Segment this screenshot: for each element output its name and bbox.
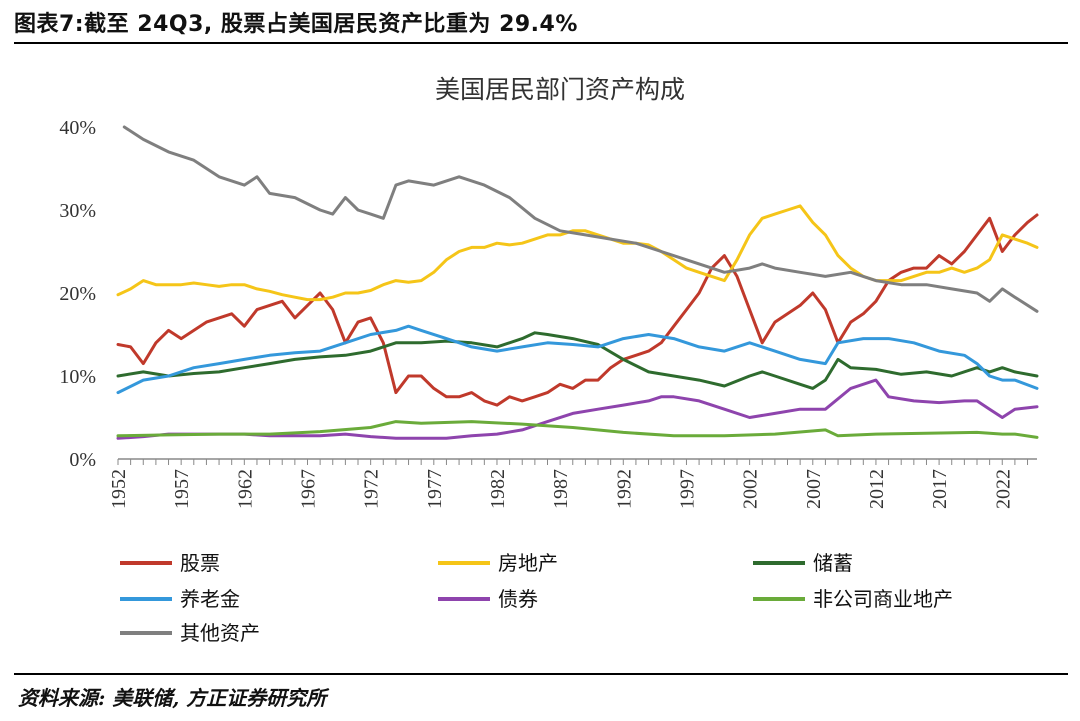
y-tick-label: 10%: [59, 366, 96, 388]
y-tick-label: 0%: [69, 449, 96, 471]
footer-divider: [14, 673, 1068, 675]
x-tick-label: 1977: [424, 469, 446, 509]
x-tick-label: 1952: [108, 469, 130, 509]
x-tick-label: 1982: [487, 469, 509, 509]
page-title: 图表7:截至 24Q3, 股票占美国居民资产比重为 29.4%: [14, 12, 578, 37]
y-tick-label: 20%: [59, 283, 96, 305]
y-tick-label: 30%: [59, 200, 96, 222]
x-tick-label: 1972: [361, 469, 383, 509]
legend-label-3: 储蓄: [813, 551, 853, 575]
x-tick-label: 1957: [171, 469, 193, 509]
series-line-7: [122, 125, 1039, 313]
x-tick-label: 2007: [803, 469, 825, 509]
x-tick-label: 2002: [740, 469, 762, 509]
y-axis: 0% 10% 20% 30% 40%: [59, 117, 96, 471]
source-note: 资料来源: 美联储, 方正证券研究所: [18, 686, 327, 710]
legend-label-2: 房地产: [498, 551, 558, 575]
series-line-4: [116, 324, 1039, 395]
series-line-5: [116, 378, 1039, 440]
series-layer: [116, 125, 1039, 440]
series-line-1: [116, 213, 1039, 407]
legend-label-6: 非公司商业地产: [813, 587, 953, 611]
series-line-6: [116, 420, 1039, 439]
x-tick-label: 1962: [234, 469, 256, 509]
x-tick-label: 2012: [866, 469, 888, 509]
legend-label-5: 债券: [498, 587, 538, 611]
x-tick-label: 1992: [613, 469, 635, 509]
x-tick-label: 1997: [676, 469, 698, 509]
legend-label-4: 养老金: [180, 587, 240, 611]
x-tick-label: 2022: [992, 469, 1014, 509]
header-divider: [14, 42, 1068, 44]
legend-label-1: 股票: [180, 551, 220, 575]
x-tick-label: 1967: [297, 469, 319, 509]
legend-label-7: 其他资产: [180, 621, 260, 645]
x-tick-label: 1987: [550, 469, 572, 509]
x-axis: 1952 1957 1962 1967 1972 1977 1982 1987 1992 1997…: [108, 458, 1037, 509]
y-tick-label: 40%: [59, 117, 96, 139]
chart: 美国居民部门资产构成 0%10%20%30%40% 1952 1957 1962 19…: [59, 75, 1039, 645]
series-line-2: [116, 204, 1039, 302]
chart-title: 美国居民部门资产构成: [435, 75, 685, 104]
series-line-3: [116, 331, 1039, 390]
x-tick-label: 2017: [929, 469, 951, 509]
header: 图表7:截至 24Q3, 股票占美国居民资产比重为 29.4%: [0, 0, 1080, 44]
